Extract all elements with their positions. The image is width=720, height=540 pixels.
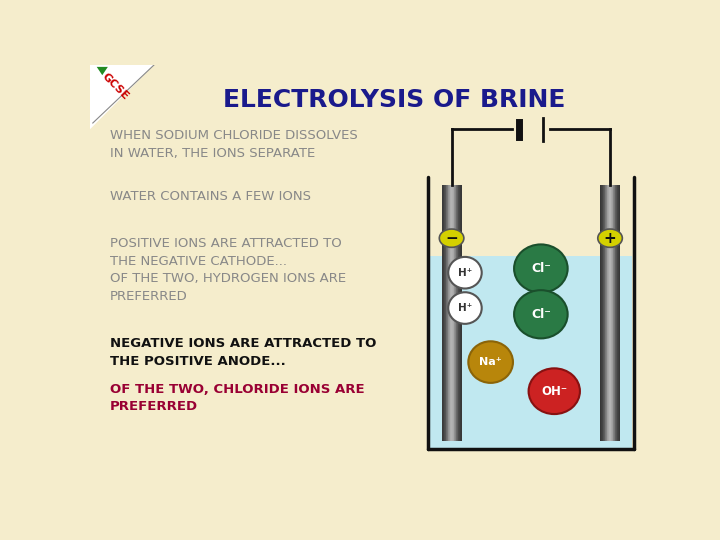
Ellipse shape: [449, 292, 482, 324]
Circle shape: [439, 229, 464, 247]
Text: WHEN SODIUM CHLORIDE DISSOLVES
IN WATER, THE IONS SEPARATE: WHEN SODIUM CHLORIDE DISSOLVES IN WATER,…: [109, 129, 357, 160]
Text: +: +: [603, 231, 616, 246]
Text: H⁺: H⁺: [458, 268, 472, 278]
Text: POSITIVE IONS ARE ATTRACTED TO
THE NEGATIVE CATHODE...
OF THE TWO, HYDROGEN IONS: POSITIVE IONS ARE ATTRACTED TO THE NEGAT…: [109, 238, 346, 303]
Text: Cl⁻: Cl⁻: [531, 308, 551, 321]
Text: WATER CONTAINS A FEW IONS: WATER CONTAINS A FEW IONS: [109, 190, 310, 202]
Text: GCSE: GCSE: [100, 71, 130, 102]
Ellipse shape: [468, 341, 513, 383]
Bar: [430, 256, 632, 448]
Text: OF THE TWO, CHLORIDE IONS ARE
PREFERRED: OF THE TWO, CHLORIDE IONS ARE PREFERRED: [109, 383, 364, 414]
Text: NEGATIVE IONS ARE ATTRACTED TO
THE POSITIVE ANODE...: NEGATIVE IONS ARE ATTRACTED TO THE POSIT…: [109, 337, 376, 368]
Text: OH⁻: OH⁻: [541, 384, 567, 397]
Text: Cl⁻: Cl⁻: [531, 262, 551, 275]
Ellipse shape: [528, 368, 580, 414]
Polygon shape: [96, 67, 108, 75]
Text: ELECTROLYSIS OF BRINE: ELECTROLYSIS OF BRINE: [223, 87, 565, 112]
Ellipse shape: [449, 257, 482, 288]
Text: −: −: [445, 231, 458, 246]
Text: H⁺: H⁺: [458, 303, 472, 313]
Circle shape: [598, 229, 622, 247]
Polygon shape: [90, 65, 154, 129]
Text: Na⁺: Na⁺: [480, 357, 502, 367]
Ellipse shape: [514, 290, 567, 339]
Ellipse shape: [514, 245, 567, 293]
